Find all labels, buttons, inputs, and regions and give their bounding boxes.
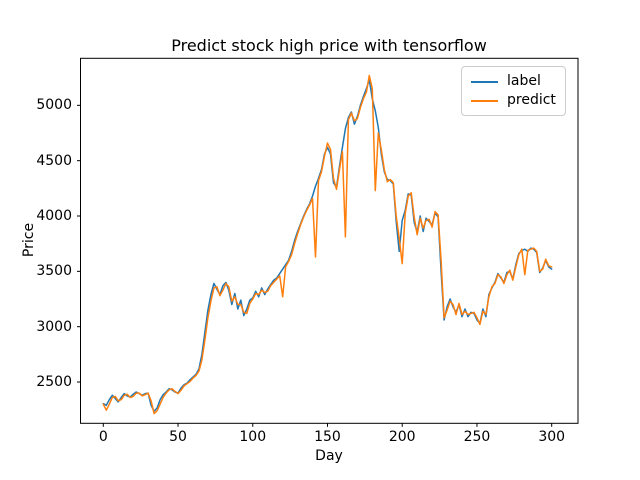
legend-predict-text: predict (507, 92, 556, 108)
y-tick-label: 3500 (36, 263, 72, 280)
x-tick-label: 200 (388, 429, 416, 445)
y-tick-label: 4500 (36, 152, 72, 169)
y-tick-label: 5000 (36, 97, 72, 114)
x-tick-label: 150 (314, 429, 341, 445)
axes-frame (80, 57, 579, 424)
chart-title: Predict stock high price with tensorflow (171, 36, 487, 55)
x-tick-label: 50 (169, 429, 187, 445)
label-line-swatch (471, 80, 498, 83)
predict-line (102, 74, 553, 415)
y-tick-label: 3000 (36, 318, 72, 335)
x-tick-label: 0 (98, 429, 108, 445)
legend-item-predict: predict (471, 91, 556, 110)
x-axis-label: Day (315, 448, 343, 464)
legend-label-text: label (507, 73, 541, 89)
y-tick-label: 4000 (36, 208, 72, 224)
x-tick-label: 100 (239, 429, 267, 445)
legend-item-label: label (471, 72, 556, 91)
y-axis-label: Price (21, 222, 37, 258)
x-tick-label: 300 (538, 429, 566, 445)
label-line (102, 79, 553, 413)
y-tick-label: 2500 (36, 374, 72, 391)
predict-line-swatch (471, 99, 498, 102)
x-tick-label: 250 (463, 429, 491, 445)
tick-marks (77, 104, 553, 427)
legend: label predict (461, 66, 566, 116)
